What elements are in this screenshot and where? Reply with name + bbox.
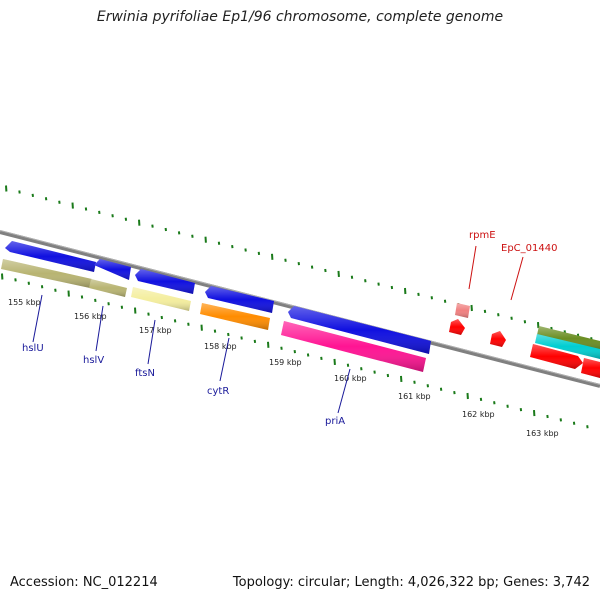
scale-label-157: 157 kbp [139,326,172,335]
gene-cytR-cds[interactable] [200,303,270,330]
gene-hslV-cds[interactable] [89,279,127,297]
scale-label-156: 156 kbp [74,312,107,321]
gene-ftsN-cds[interactable] [131,287,191,311]
gene-labels: hslU hslV ftsN cytR priA rpmE EpC_01440 [22,230,557,427]
gene-hslV[interactable] [94,259,131,280]
gene-hslU-cds[interactable] [1,259,92,288]
gene-label-cytR: cytR [207,386,229,397]
map-title: Erwinia pyrifoliae Ep1/96 chromosome, co… [96,9,504,25]
gene-priA[interactable] [288,306,431,354]
gene-label-ftsN: ftsN [135,368,155,379]
gene-rpmE[interactable] [455,303,470,318]
scale-label-158: 158 kbp [204,342,237,351]
inner-tick-ring [1,273,589,429]
gene-priA-cds[interactable] [281,321,426,372]
gene-rpmE-cds[interactable] [449,319,465,335]
gene-red-2[interactable] [581,358,600,378]
gene-label-EpC_01440: EpC_01440 [501,243,557,254]
scale-label-161: 161 kbp [398,392,431,401]
gene-label-priA: priA [325,416,345,427]
gene-leaders [32,245,524,414]
gene-ftsN[interactable] [135,269,195,294]
scale-labels: 155 kbp 156 kbp 157 kbp 158 kbp 159 kbp … [8,298,559,438]
scale-label-162: 162 kbp [462,410,495,419]
gene-features [1,241,600,378]
scale-label-163: 163 kbp [526,429,559,438]
gene-hslU[interactable] [5,241,96,272]
scale-label-159: 159 kbp [269,358,302,367]
gene-label-rpmE: rpmE [469,230,496,241]
gene-cyan[interactable] [535,334,600,359]
outer-tick-ring [5,185,593,341]
gene-cytR[interactable] [205,286,274,313]
gene-red-1[interactable] [530,344,583,369]
gene-EpC_01440[interactable] [490,331,506,347]
gene-label-hslV: hslV [83,355,104,366]
gene-label-hslU: hslU [22,343,44,354]
scale-label-160: 160 kbp [334,374,367,383]
gene-olive[interactable] [537,326,600,351]
genome-summary: Topology: circular; Length: 4,026,322 bp… [232,575,590,590]
accession-label: Accession: NC_012214 [10,575,158,590]
scale-label-155: 155 kbp [8,298,41,307]
